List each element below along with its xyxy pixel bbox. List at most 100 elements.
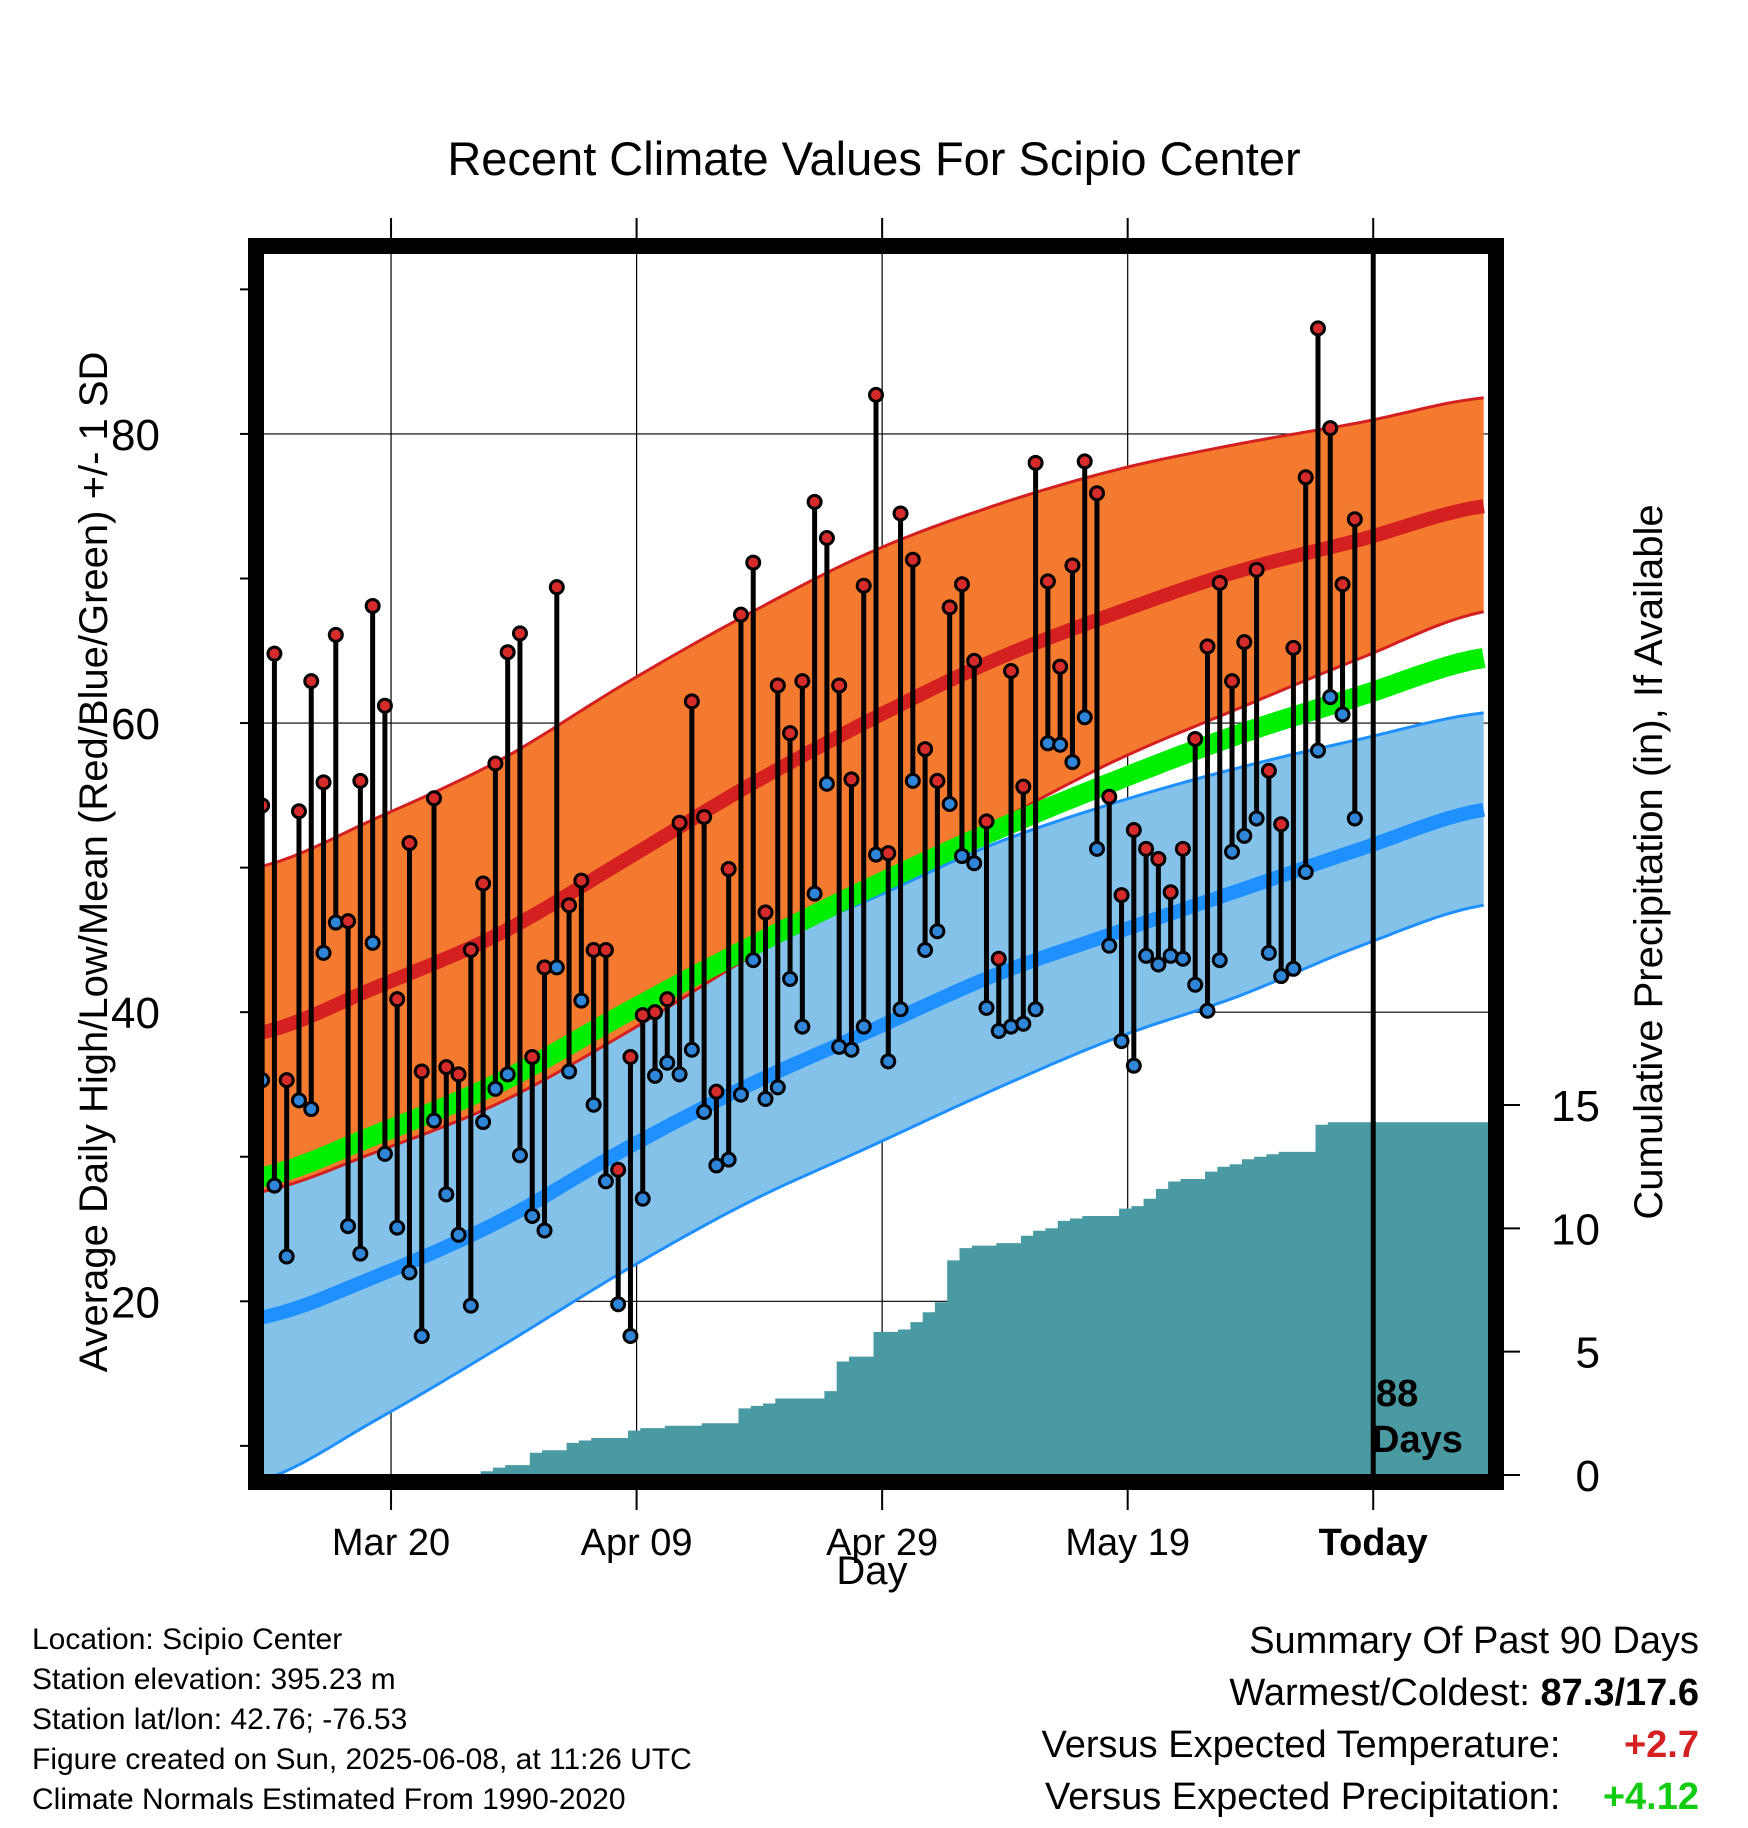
daily-high-marker	[1322, 420, 1339, 437]
daily-low-marker	[266, 1177, 283, 1194]
daily-high-marker	[843, 771, 860, 788]
daily-high-marker	[1224, 673, 1241, 690]
daily-low-marker	[696, 1103, 713, 1120]
daily-high-marker	[1125, 822, 1142, 839]
daily-low-marker	[708, 1157, 725, 1174]
daily-low-marker	[597, 1173, 614, 1190]
x-tick-label: Apr 09	[581, 1522, 693, 1564]
daily-high-marker	[303, 673, 320, 690]
y-axis-label: Average Daily High/Low/Mean (Red/Blue/Gr…	[72, 352, 116, 1373]
precipitation-fill	[256, 1122, 1496, 1482]
daily-high-marker	[1003, 663, 1020, 680]
daily-low-marker	[290, 1092, 307, 1109]
daily-high-marker	[818, 530, 835, 547]
daily-high-marker	[966, 652, 983, 669]
y-tick-label: 60	[111, 700, 160, 749]
climate-chart: Recent Climate Values For Scipio Center …	[72, 132, 1671, 1593]
daily-low-marker	[1138, 947, 1155, 964]
station-info: Location: Scipio Center Station elevatio…	[32, 1620, 692, 1820]
daily-high-marker	[806, 493, 823, 510]
precip-anomaly-label: Versus Expected Precipitation:	[1045, 1776, 1561, 1818]
y-tick-label: 80	[111, 411, 160, 460]
daily-high-marker	[511, 625, 528, 642]
daily-low-marker	[671, 1066, 688, 1083]
daily-low-marker	[315, 944, 332, 961]
y2-axis-label: Cumulative Precipitation (in), If Availa…	[1627, 504, 1671, 1219]
daily-low-marker	[794, 1018, 811, 1035]
daily-low-marker	[499, 1066, 516, 1083]
daily-low-marker	[1150, 956, 1167, 973]
daily-low-marker	[376, 1145, 393, 1162]
daily-low-marker	[1088, 840, 1105, 857]
daily-high-marker	[401, 835, 418, 852]
daily-low-marker	[659, 1054, 676, 1071]
daily-low-marker	[340, 1218, 357, 1235]
daily-low-marker	[855, 1018, 872, 1035]
daily-high-marker	[1248, 561, 1265, 578]
summary-temperature: Versus Expected Temperature: +2.7	[1042, 1719, 1699, 1771]
daily-high-marker	[1187, 730, 1204, 747]
daily-low-marker	[413, 1327, 430, 1344]
high-sd-upper-line	[256, 396, 1484, 870]
summary-precipitation: Versus Expected Precipitation: +4.12	[1042, 1771, 1699, 1823]
daily-low-marker	[941, 796, 958, 813]
daily-high-marker	[868, 386, 884, 403]
daily-low-marker	[917, 942, 934, 959]
daily-low-marker	[462, 1297, 479, 1314]
daily-low-marker	[720, 1151, 737, 1168]
daily-high-marker	[462, 942, 479, 959]
x-tick-label: Today	[1319, 1522, 1428, 1564]
daily-low-marker	[769, 1079, 786, 1096]
daily-low-marker	[389, 1219, 406, 1236]
y-axis: 20 40 60 80	[111, 288, 256, 1447]
daily-high-marker	[659, 991, 676, 1008]
daily-high-marker	[917, 741, 934, 758]
daily-low-marker	[1273, 968, 1290, 985]
daily-high-marker	[929, 772, 946, 789]
daily-low-marker	[303, 1101, 320, 1118]
daily-high-marker	[1088, 485, 1105, 502]
y-tick-label: 40	[111, 989, 160, 1038]
daily-low-marker	[953, 848, 970, 865]
warmest-coldest-label: Warmest/Coldest:	[1229, 1672, 1530, 1714]
daily-low-marker	[1309, 742, 1326, 759]
daily-low-marker	[1211, 952, 1228, 969]
daily-low-marker	[352, 1245, 369, 1262]
y2-tick-label: 10	[1551, 1205, 1600, 1254]
daily-low-marker	[1125, 1057, 1142, 1074]
daily-low-marker	[757, 1090, 774, 1107]
x-tick-label: Apr 29	[826, 1522, 938, 1564]
daily-high-marker	[1174, 840, 1191, 857]
daily-low-marker	[880, 1053, 897, 1070]
daily-low-marker	[1187, 976, 1204, 993]
daily-high-marker	[1236, 634, 1253, 651]
daily-low-marker	[524, 1208, 541, 1225]
plot-frame	[248, 238, 1504, 1490]
daily-low-marker	[1174, 950, 1191, 967]
daily-high-marker	[561, 897, 578, 914]
daily-high-marker	[548, 579, 565, 596]
daily-low-marker	[475, 1114, 492, 1131]
daily-high-marker	[1334, 576, 1351, 593]
daily-high-marker	[1346, 511, 1363, 528]
daily-high-marker	[327, 626, 344, 643]
daily-high-marker	[266, 645, 283, 662]
daily-high-marker	[1101, 788, 1118, 805]
daily-high-marker	[1273, 816, 1290, 833]
days-annotation-number: 88	[1376, 1373, 1418, 1415]
daily-high-marker	[647, 1004, 664, 1021]
daily-low-marker	[278, 1248, 295, 1265]
daily-low-marker	[1248, 810, 1265, 827]
daily-low-marker	[1334, 706, 1351, 723]
daily-high-marker	[671, 814, 688, 831]
daily-low-marker	[1224, 843, 1241, 860]
daily-low-marker	[1236, 827, 1253, 844]
daily-low-marker	[585, 1096, 602, 1113]
daily-high-marker	[1199, 638, 1216, 655]
summary-warmest-coldest: Warmest/Coldest: 87.3/17.6	[1042, 1667, 1699, 1719]
daily-high-marker	[1162, 884, 1179, 901]
daily-high-marker	[364, 597, 381, 614]
y2-axis: 0 5 10 15	[1496, 1082, 1600, 1501]
daily-low-marker	[818, 775, 835, 792]
high-normal-line	[256, 499, 1485, 1041]
